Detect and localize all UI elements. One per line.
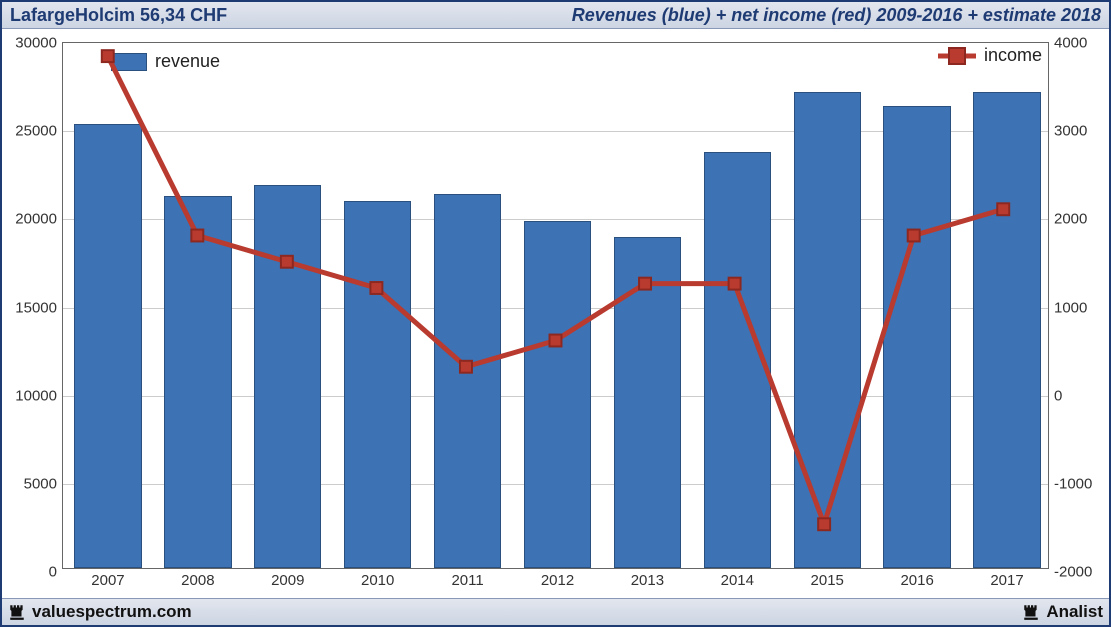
revenue-bar xyxy=(704,152,771,568)
header-left: LafargeHolcim 56,34 CHF xyxy=(10,5,227,26)
x-tick-label: 2013 xyxy=(631,572,664,589)
x-tick-label: 2011 xyxy=(451,572,483,589)
revenue-bar xyxy=(524,221,591,568)
x-tick-label: 2007 xyxy=(91,572,124,589)
y-right-tick-label: -1000 xyxy=(1054,475,1092,492)
chart-header: LafargeHolcim 56,34 CHF Revenues (blue) … xyxy=(2,2,1109,29)
rook-icon xyxy=(1022,603,1040,621)
plot-area: revenue income 0500010000150002000025000… xyxy=(62,42,1049,569)
y-left-tick-label: 0 xyxy=(49,564,57,581)
revenue-bar xyxy=(883,106,950,568)
revenue-swatch-icon xyxy=(111,53,147,71)
y-left-tick-label: 25000 xyxy=(15,123,57,140)
legend-income-label: income xyxy=(984,45,1042,66)
x-tick-label: 2015 xyxy=(811,572,844,589)
y-right-tick-label: 0 xyxy=(1054,387,1062,404)
header-right: Revenues (blue) + net income (red) 2009-… xyxy=(572,5,1101,26)
revenue-bar xyxy=(614,237,681,569)
revenue-bar xyxy=(74,124,141,568)
revenue-bar xyxy=(254,185,321,568)
x-tick-label: 2012 xyxy=(541,572,574,589)
revenue-bar xyxy=(344,201,411,568)
chart-footer: valuespectrum.com Analist xyxy=(2,598,1109,625)
revenue-bar xyxy=(434,194,501,568)
y-left-tick-label: 5000 xyxy=(24,475,57,492)
revenue-bar xyxy=(164,196,231,568)
y-left-tick-label: 15000 xyxy=(15,299,57,316)
chart-frame: LafargeHolcim 56,34 CHF Revenues (blue) … xyxy=(0,0,1111,627)
legend-revenue: revenue xyxy=(111,51,220,72)
legend-revenue-label: revenue xyxy=(155,51,220,72)
y-left-tick-label: 20000 xyxy=(15,211,57,228)
y-right-tick-label: 1000 xyxy=(1054,299,1087,316)
y-left-tick-label: 10000 xyxy=(15,387,57,404)
x-tick-label: 2017 xyxy=(990,572,1023,589)
rook-icon xyxy=(8,603,26,621)
y-left-tick-label: 30000 xyxy=(15,35,57,52)
revenue-bar xyxy=(794,92,861,568)
footer-left-text: valuespectrum.com xyxy=(32,602,192,622)
y-right-tick-label: 3000 xyxy=(1054,123,1087,140)
legend-income: income xyxy=(938,45,1042,66)
y-right-tick-label: 4000 xyxy=(1054,35,1087,52)
revenue-bar xyxy=(973,92,1040,568)
y-right-tick-label: 2000 xyxy=(1054,211,1087,228)
x-tick-label: 2008 xyxy=(181,572,214,589)
x-tick-label: 2014 xyxy=(721,572,754,589)
income-swatch-icon xyxy=(938,46,976,66)
footer-right-brand: Analist xyxy=(1022,602,1103,622)
footer-left-brand: valuespectrum.com xyxy=(8,602,192,622)
x-tick-label: 2016 xyxy=(900,572,933,589)
y-right-tick-label: -2000 xyxy=(1054,564,1092,581)
footer-right-text: Analist xyxy=(1046,602,1103,622)
x-tick-label: 2009 xyxy=(271,572,304,589)
x-tick-label: 2010 xyxy=(361,572,394,589)
